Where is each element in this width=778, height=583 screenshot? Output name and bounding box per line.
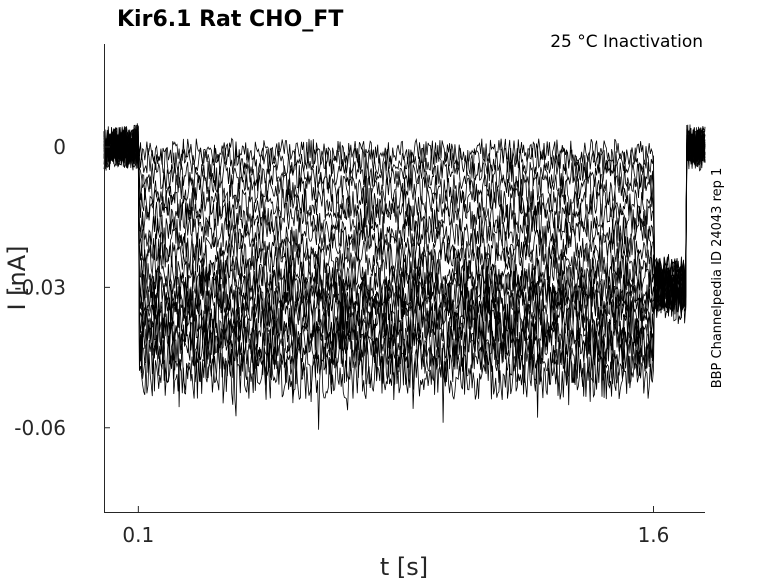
- y-tick-label: 0: [53, 135, 66, 159]
- chart-subtitle: 25 °C Inactivation: [550, 32, 703, 52]
- chart-title: Kir6.1 Rat CHO_FT: [117, 7, 343, 32]
- x-ticks: 0.1 1.6: [122, 506, 669, 547]
- current-trace: [103, 130, 706, 297]
- side-label: BBP Channelpedia ID 24043 rep 1: [710, 168, 725, 389]
- current-trace: [103, 133, 706, 282]
- current-trace: [103, 124, 706, 408]
- current-trace: [103, 129, 706, 298]
- x-axis-label: t [s]: [380, 553, 428, 581]
- current-trace: [103, 126, 706, 382]
- current-trace: [103, 133, 706, 286]
- x-tick-label: 0.1: [122, 523, 154, 547]
- current-trace: [103, 131, 706, 290]
- current-trace: [103, 132, 706, 287]
- x-tick-label: 1.6: [638, 523, 670, 547]
- traces: [103, 123, 706, 430]
- y-tick-label: -0.06: [14, 416, 66, 440]
- current-trace: [103, 124, 706, 409]
- current-trace: [103, 134, 706, 281]
- y-ticks: 0 -0.03 -0.06: [14, 135, 110, 440]
- y-tick-label: -0.03: [14, 275, 66, 299]
- current-trace: [103, 130, 706, 294]
- current-trace: [103, 128, 706, 319]
- y-axis-label: I [nA]: [3, 245, 31, 310]
- current-trace: [103, 131, 706, 289]
- current-trace: [103, 123, 706, 430]
